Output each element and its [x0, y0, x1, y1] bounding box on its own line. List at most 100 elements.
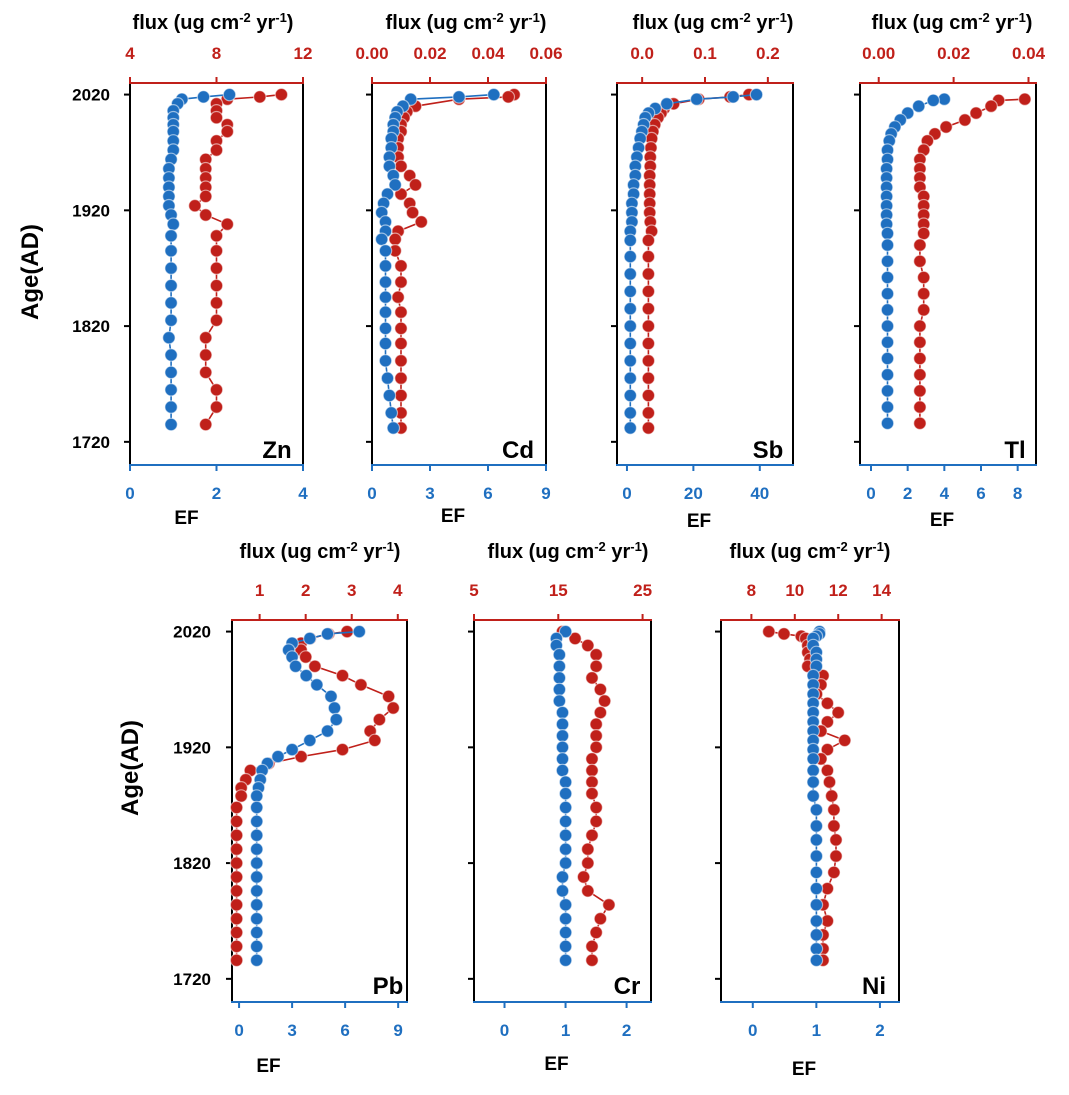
flux-point: [209, 278, 224, 293]
ef-point: [249, 897, 264, 912]
ef-point: [164, 417, 178, 432]
ef-point: [327, 701, 342, 715]
flux-point: [913, 335, 927, 350]
ef-point: [384, 406, 399, 420]
flux-point: [585, 786, 599, 801]
ef-tick-label: 0: [367, 484, 376, 503]
y-tick-label: 1720: [72, 433, 110, 452]
ef-point: [558, 828, 573, 843]
flux-point: [913, 351, 927, 366]
ef-point: [880, 416, 895, 431]
flux-tick-label: 1: [255, 581, 264, 600]
ef-point: [378, 244, 393, 258]
ef-point: [623, 267, 638, 281]
ef-tick-label: 3: [425, 484, 434, 503]
flux-point: [229, 828, 244, 843]
ef-point: [623, 406, 638, 420]
ef-point: [249, 789, 264, 803]
flux-point: [229, 856, 244, 870]
flux-point: [229, 814, 244, 829]
flux-point: [394, 353, 408, 368]
flux-series-line: [647, 93, 750, 428]
ef-point: [880, 351, 895, 366]
ef-point: [623, 301, 638, 316]
ef-axis-title: EF: [441, 506, 465, 527]
ef-point: [320, 724, 335, 738]
flux-point: [820, 715, 835, 729]
ef-point: [222, 87, 237, 102]
ef-tick-label: 6: [340, 1021, 349, 1040]
flux-point: [837, 733, 852, 748]
ef-tick-label: 2: [622, 1021, 631, 1040]
flux-point: [916, 286, 931, 301]
flux-point: [335, 668, 350, 683]
flux-point: [822, 775, 837, 789]
ef-point: [555, 705, 570, 720]
ef-point: [388, 178, 402, 192]
ef-point: [880, 226, 895, 241]
flux-point: [589, 728, 603, 743]
flux-point: [576, 870, 591, 884]
panel-tl: 0.00 0.02 0.04 0 2 4 6 8 flux (ug cm-2 yr-1) EF Tl: [854, 10, 1046, 531]
flux-point: [641, 371, 656, 385]
ef-tick-label: 9: [393, 1021, 402, 1040]
flux-point: [408, 178, 423, 192]
ef-point: [164, 400, 178, 414]
flux-point: [229, 911, 244, 926]
flux-tick-label: 25: [633, 581, 652, 600]
ef-point: [299, 668, 313, 683]
flux-point: [984, 99, 998, 113]
y-axis-title: Age(AD): [117, 720, 144, 816]
ef-point: [249, 870, 264, 884]
ef-point: [558, 786, 573, 801]
flux-point: [829, 833, 843, 847]
ef-point: [558, 925, 573, 940]
ef-point: [249, 925, 264, 940]
ef-point: [324, 689, 338, 704]
flux-point: [568, 631, 582, 646]
ef-point: [806, 775, 820, 789]
ef-tick-label: 6: [976, 484, 985, 503]
ef-point: [806, 789, 820, 803]
flux-point: [641, 421, 656, 435]
flux-point: [820, 696, 835, 711]
flux-point: [372, 712, 387, 727]
y-axis-title: Age(AD): [17, 224, 44, 320]
element-label: Ni: [862, 973, 886, 1000]
element-label: Zn: [262, 437, 291, 464]
ef-point: [374, 232, 389, 247]
y-tick-label: 1920: [72, 201, 110, 220]
flux-point: [209, 313, 224, 328]
ef-point: [164, 296, 178, 310]
flux-point: [969, 106, 983, 120]
flux-point: [394, 321, 408, 336]
ef-point: [809, 881, 824, 896]
flux-point: [209, 244, 224, 258]
element-label: Tl: [1004, 437, 1025, 464]
ef-point: [623, 353, 638, 368]
ef-point: [623, 319, 638, 333]
flux-point: [589, 717, 603, 731]
ef-tick-label: 2: [875, 1021, 884, 1040]
ef-point: [271, 749, 285, 764]
ef-point: [378, 321, 393, 336]
flux-point: [777, 627, 791, 641]
flux-point: [198, 417, 213, 432]
flux-point: [229, 842, 244, 856]
flux-tick-label: 3: [347, 581, 356, 600]
ef-point: [386, 421, 401, 435]
flux-point: [308, 659, 322, 674]
flux-point: [198, 330, 213, 345]
flux-point: [916, 270, 931, 285]
flux-axis-title: flux (ug cm-2 yr-1): [633, 10, 794, 35]
ef-point: [880, 319, 895, 333]
ef-point: [164, 313, 178, 328]
flux-tick-label: 14: [872, 581, 891, 600]
flux-point: [229, 953, 244, 968]
ef-tick-label: 1: [561, 1021, 570, 1040]
flux-point: [641, 267, 656, 281]
flux-point: [209, 261, 224, 275]
flux-point: [585, 939, 599, 954]
ef-point: [382, 388, 397, 403]
y-tick-label: 1820: [72, 317, 110, 336]
